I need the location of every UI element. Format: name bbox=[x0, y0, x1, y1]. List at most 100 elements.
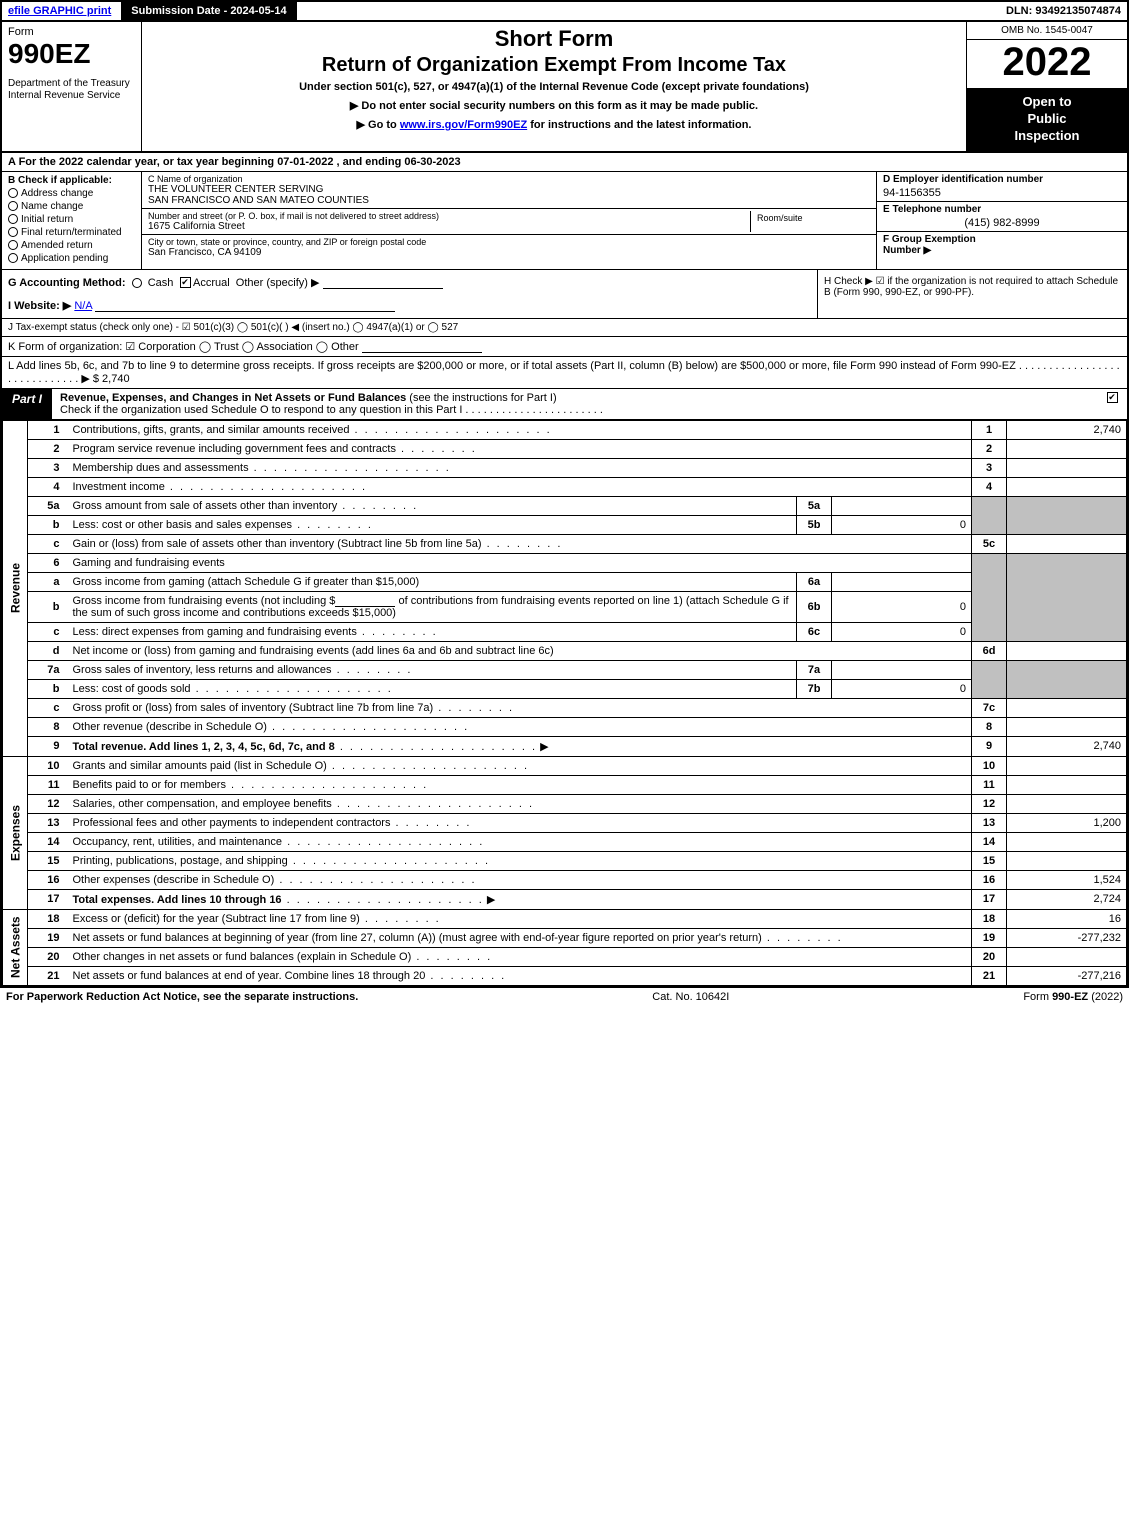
l1-rn: 1 bbox=[972, 420, 1007, 439]
irs-link[interactable]: www.irs.gov/Form990EZ bbox=[400, 119, 527, 131]
l5-grey-amt bbox=[1007, 496, 1127, 534]
ein-value: 94-1156355 bbox=[883, 185, 1121, 199]
l18-rn: 18 bbox=[972, 909, 1007, 928]
check-address-change[interactable]: Address change bbox=[8, 188, 135, 199]
check-initial-return[interactable]: Initial return bbox=[8, 214, 135, 225]
part1-table: Revenue 1 Contributions, gifts, grants, … bbox=[2, 420, 1127, 986]
section-b: B Check if applicable: Address change Na… bbox=[2, 172, 142, 269]
l1-amt: 2,740 bbox=[1007, 420, 1127, 439]
city-label: City or town, state or province, country… bbox=[148, 237, 870, 247]
part1-header: Part I Revenue, Expenses, and Changes in… bbox=[2, 389, 1127, 420]
j-row: J Tax-exempt status (check only one) - ☑… bbox=[2, 319, 1127, 337]
check-amended-return[interactable]: Amended return bbox=[8, 240, 135, 251]
revenue-label: Revenue bbox=[3, 420, 28, 756]
top-bar: efile GRAPHIC print Submission Date - 20… bbox=[2, 2, 1127, 22]
website-underline bbox=[95, 311, 395, 312]
l9-amt: 2,740 bbox=[1007, 736, 1127, 756]
l1-num: 1 bbox=[28, 420, 68, 439]
l3-desc: Membership dues and assessments bbox=[73, 462, 249, 474]
l6b-ma: 0 bbox=[832, 591, 972, 622]
l5a-num: 5a bbox=[28, 496, 68, 515]
form-number: 990EZ bbox=[8, 38, 135, 70]
l6b-num: b bbox=[28, 591, 68, 622]
room-suite: Room/suite bbox=[750, 211, 870, 232]
l2-num: 2 bbox=[28, 439, 68, 458]
part1-checkbox[interactable] bbox=[1097, 389, 1127, 419]
check-application-pending[interactable]: Application pending bbox=[8, 253, 135, 264]
tel-value: (415) 982-8999 bbox=[883, 215, 1121, 229]
l10-num: 10 bbox=[28, 756, 68, 775]
l17-amt: 2,724 bbox=[1007, 889, 1127, 909]
under-section: Under section 501(c), 527, or 4947(a)(1)… bbox=[150, 81, 958, 93]
l9-desc: Total revenue. Add lines 1, 2, 3, 4, 5c,… bbox=[73, 741, 335, 753]
city-value: San Francisco, CA 94109 bbox=[148, 247, 870, 258]
other-specify-blank[interactable] bbox=[323, 288, 443, 289]
l15-rn: 15 bbox=[972, 851, 1007, 870]
l5a-desc: Gross amount from sale of assets other t… bbox=[73, 500, 338, 512]
l7a-desc: Gross sales of inventory, less returns a… bbox=[73, 664, 332, 676]
l15-num: 15 bbox=[28, 851, 68, 870]
l11-num: 11 bbox=[28, 775, 68, 794]
l10-desc: Grants and similar amounts paid (list in… bbox=[73, 760, 327, 772]
l7a-ma bbox=[832, 660, 972, 679]
l7b-mn: 7b bbox=[797, 679, 832, 698]
l6b-mn: 6b bbox=[797, 591, 832, 622]
l9-num: 9 bbox=[28, 736, 68, 756]
return-title: Return of Organization Exempt From Incom… bbox=[150, 54, 958, 77]
l6c-desc: Less: direct expenses from gaming and fu… bbox=[73, 626, 357, 638]
l13-rn: 13 bbox=[972, 813, 1007, 832]
h-box: H Check ▶ ☑ if the organization is not r… bbox=[817, 270, 1127, 318]
accrual-label: Accrual bbox=[193, 277, 230, 289]
l17-rn: 17 bbox=[972, 889, 1007, 909]
l6-desc: Gaming and fundraising events bbox=[68, 553, 972, 572]
instruction-ssn: ▶ Do not enter social security numbers o… bbox=[150, 99, 958, 112]
check-accrual[interactable] bbox=[180, 277, 191, 288]
footer-left: For Paperwork Reduction Act Notice, see … bbox=[6, 991, 358, 1003]
l12-rn: 12 bbox=[972, 794, 1007, 813]
k-text: K Form of organization: ☑ Corporation ◯ … bbox=[8, 341, 359, 353]
l5c-num: c bbox=[28, 534, 68, 553]
l14-rn: 14 bbox=[972, 832, 1007, 851]
section-b-header: B Check if applicable: bbox=[8, 175, 135, 186]
l14-num: 14 bbox=[28, 832, 68, 851]
l7c-num: c bbox=[28, 698, 68, 717]
l8-num: 8 bbox=[28, 717, 68, 736]
header-right: OMB No. 1545-0047 2022 Open to Public In… bbox=[967, 22, 1127, 151]
l5c-amt bbox=[1007, 534, 1127, 553]
section-bcd: B Check if applicable: Address change Na… bbox=[2, 172, 1127, 270]
l21-desc: Net assets or fund balances at end of ye… bbox=[73, 970, 426, 982]
check-name-change[interactable]: Name change bbox=[8, 201, 135, 212]
l7a-num: 7a bbox=[28, 660, 68, 679]
l20-rn: 20 bbox=[972, 947, 1007, 966]
l12-num: 12 bbox=[28, 794, 68, 813]
ein-label: D Employer identification number bbox=[883, 174, 1121, 185]
section-c: C Name of organization THE VOLUNTEER CEN… bbox=[142, 172, 877, 269]
k-other-blank[interactable] bbox=[362, 352, 482, 353]
l4-rn: 4 bbox=[972, 477, 1007, 496]
l5a-mn: 5a bbox=[797, 496, 832, 515]
l6d-rn: 6d bbox=[972, 641, 1007, 660]
l7b-ma: 0 bbox=[832, 679, 972, 698]
l6-grey bbox=[972, 553, 1007, 641]
l17-num: 17 bbox=[28, 889, 68, 909]
check-final-return[interactable]: Final return/terminated bbox=[8, 227, 135, 238]
g-h-row: G Accounting Method: Cash Accrual Other … bbox=[2, 270, 1127, 319]
part1-title: Revenue, Expenses, and Changes in Net As… bbox=[52, 389, 1097, 419]
l20-num: 20 bbox=[28, 947, 68, 966]
i-website-label: I Website: ▶ bbox=[8, 300, 71, 312]
l21-amt: -277,216 bbox=[1007, 966, 1127, 985]
l7c-rn: 7c bbox=[972, 698, 1007, 717]
check-cash[interactable] bbox=[132, 278, 142, 288]
efile-print-link[interactable]: efile GRAPHIC print bbox=[2, 2, 117, 20]
l17-desc: Total expenses. Add lines 10 through 16 bbox=[73, 894, 282, 906]
l15-amt bbox=[1007, 851, 1127, 870]
l6d-amt bbox=[1007, 641, 1127, 660]
l8-rn: 8 bbox=[972, 717, 1007, 736]
org-name-value: THE VOLUNTEER CENTER SERVING SAN FRANCIS… bbox=[148, 184, 870, 206]
l6c-num: c bbox=[28, 622, 68, 641]
netassets-label: Net Assets bbox=[3, 909, 28, 985]
l2-desc: Program service revenue including govern… bbox=[73, 443, 396, 455]
l10-rn: 10 bbox=[972, 756, 1007, 775]
website-value[interactable]: N/A bbox=[74, 300, 92, 312]
l6-num: 6 bbox=[28, 553, 68, 572]
